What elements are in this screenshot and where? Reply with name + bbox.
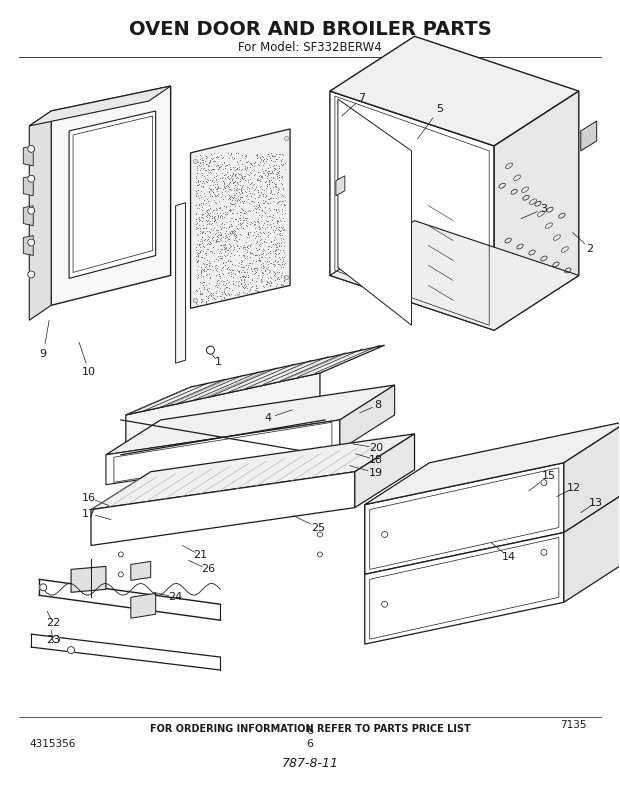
Text: 15: 15 <box>542 471 556 481</box>
Text: For Model: SF332BERW4: For Model: SF332BERW4 <box>238 41 382 54</box>
Circle shape <box>317 532 322 537</box>
Text: 8: 8 <box>374 400 381 410</box>
Polygon shape <box>330 36 579 146</box>
Polygon shape <box>494 91 579 330</box>
Circle shape <box>382 532 388 537</box>
Circle shape <box>53 636 60 642</box>
Text: 13: 13 <box>589 498 603 508</box>
Text: 3: 3 <box>541 204 547 213</box>
Circle shape <box>118 552 123 557</box>
Text: 17: 17 <box>82 509 96 518</box>
Polygon shape <box>365 421 620 505</box>
Text: 6: 6 <box>306 739 314 749</box>
Text: 4315356: 4315356 <box>29 739 76 749</box>
Circle shape <box>541 480 547 486</box>
Circle shape <box>206 346 215 354</box>
Polygon shape <box>338 99 412 325</box>
Circle shape <box>40 584 46 591</box>
Circle shape <box>28 271 35 278</box>
Text: 20: 20 <box>369 443 383 453</box>
Polygon shape <box>24 146 33 166</box>
Text: 25: 25 <box>311 522 325 532</box>
Text: 1: 1 <box>215 357 222 367</box>
Polygon shape <box>91 472 355 545</box>
Polygon shape <box>365 463 564 574</box>
Text: 16: 16 <box>82 493 96 502</box>
Circle shape <box>28 145 35 152</box>
Polygon shape <box>330 91 494 330</box>
Polygon shape <box>355 434 415 508</box>
Polygon shape <box>336 175 345 196</box>
Circle shape <box>28 207 35 214</box>
Polygon shape <box>340 385 394 450</box>
Text: 4: 4 <box>265 413 272 423</box>
Text: 7: 7 <box>358 93 365 103</box>
Polygon shape <box>365 532 564 644</box>
Text: 26: 26 <box>202 564 216 574</box>
Polygon shape <box>175 203 185 363</box>
Polygon shape <box>190 129 290 308</box>
Text: 23: 23 <box>46 635 60 645</box>
Polygon shape <box>131 562 151 581</box>
Text: 18: 18 <box>369 455 383 465</box>
Text: 10: 10 <box>82 367 96 377</box>
Text: 19: 19 <box>369 468 383 478</box>
Polygon shape <box>71 566 106 592</box>
Text: 14: 14 <box>502 552 516 562</box>
Polygon shape <box>564 421 620 532</box>
Circle shape <box>118 572 123 577</box>
Text: FOR ORDERING INFORMATION REFER TO PARTS PRICE LIST: FOR ORDERING INFORMATION REFER TO PARTS … <box>149 724 471 734</box>
Text: OVEN DOOR AND BROILER PARTS: OVEN DOOR AND BROILER PARTS <box>128 20 492 39</box>
Polygon shape <box>29 111 51 320</box>
Circle shape <box>541 550 547 555</box>
Polygon shape <box>29 86 170 126</box>
Circle shape <box>68 646 74 653</box>
Polygon shape <box>131 593 156 619</box>
Text: 24: 24 <box>169 592 183 602</box>
Polygon shape <box>24 205 33 226</box>
Text: eReplacementParts.com: eReplacementParts.com <box>242 410 378 420</box>
Circle shape <box>28 175 35 182</box>
Polygon shape <box>106 420 340 485</box>
Polygon shape <box>24 175 33 196</box>
Text: 7135: 7135 <box>560 720 587 730</box>
Polygon shape <box>581 121 596 151</box>
Circle shape <box>28 239 35 246</box>
Text: 9: 9 <box>40 349 46 359</box>
Polygon shape <box>24 235 33 255</box>
Polygon shape <box>69 111 156 278</box>
Text: 2: 2 <box>586 243 593 254</box>
Text: 22: 22 <box>46 619 60 628</box>
Circle shape <box>382 601 388 608</box>
Polygon shape <box>106 385 394 455</box>
Text: 12: 12 <box>567 483 581 493</box>
Polygon shape <box>51 86 170 305</box>
Text: 5: 5 <box>436 104 443 114</box>
Polygon shape <box>126 345 384 415</box>
Polygon shape <box>91 434 415 510</box>
Text: 6: 6 <box>306 726 314 735</box>
Polygon shape <box>564 491 620 602</box>
Polygon shape <box>126 373 320 446</box>
Text: 787-8-11: 787-8-11 <box>281 757 339 770</box>
Text: 21: 21 <box>193 551 208 560</box>
Polygon shape <box>330 220 579 330</box>
Circle shape <box>317 552 322 557</box>
